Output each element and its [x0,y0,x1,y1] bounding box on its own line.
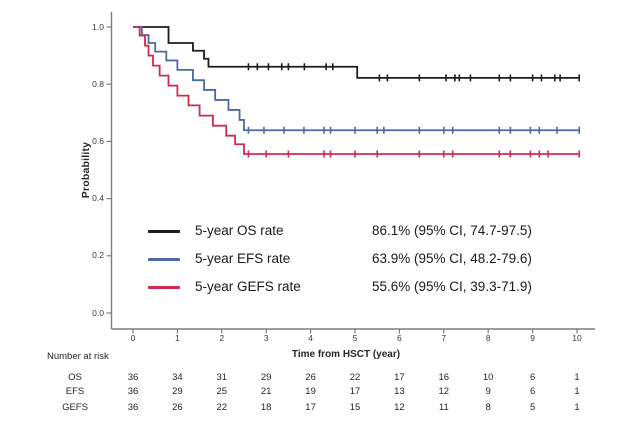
risk-cell: 31 [216,372,228,383]
risk-cell: 26 [305,372,316,383]
y-tick-label: 0.8 [92,78,104,89]
legend-label-3: 5-year GEFS rate [195,279,301,294]
x-tick-label: 5 [352,333,358,343]
risk-cell: 10 [482,372,494,383]
y-tick-label: 0.0 [92,307,104,318]
x-tick-label: 10 [572,333,582,343]
x-tick-label: 8 [485,333,491,343]
legend-label-1: 5-year OS rate [195,223,284,238]
y-tick-label: 0.6 [92,135,104,146]
risk-cell: 34 [172,372,183,383]
y-tick-label: 1.0 [92,21,104,32]
risk-table-title: Number at risk [47,351,109,362]
x-tick-label: 3 [263,333,269,343]
risk-cell: 12 [438,386,450,397]
risk-cell: 19 [305,386,316,397]
risk-row-label-efs: EFS [65,386,85,397]
risk-row-label-os: OS [68,372,82,383]
x-tick-label: 7 [441,333,447,343]
risk-cell: 21 [260,386,272,397]
risk-cell: 5 [529,402,536,413]
y-tick-label: 0.4 [92,193,104,204]
km-curve-os [133,26,580,79]
x-axis-label: Time from HSCT (year) [291,349,401,360]
risk-cell: 22 [216,402,228,413]
y-axis-label: Probability [80,141,92,199]
legend-value-2: 63.9% (95% CI, 48.2-79.6) [372,251,532,266]
risk-cell: 17 [305,402,316,413]
risk-cell: 17 [394,372,405,383]
risk-cell: 15 [349,402,361,413]
risk-cell: 13 [394,386,405,397]
risk-cell: 36 [127,372,139,383]
risk-cell: 1 [574,372,580,383]
legend-swatch-2 [148,257,180,261]
risk-cell: 36 [127,402,139,413]
risk-cell: 29 [260,372,272,383]
risk-cell: 6 [529,386,536,397]
x-tick-label: 9 [530,333,535,343]
risk-cell: 16 [438,372,450,383]
x-tick-label: 0 [130,333,136,343]
x-tick-label: 6 [397,333,402,343]
risk-cell: 1 [574,386,580,397]
legend-label-2: 5-year EFS rate [195,251,291,266]
x-tick-label: 4 [308,333,313,343]
risk-cell: 12 [394,402,405,413]
km-curve-gefs [133,26,580,155]
risk-cell: 8 [485,402,491,413]
legend-value-3: 55.6% (95% CI, 39.3-71.9) [372,279,532,294]
risk-cell: 36 [127,386,139,397]
risk-cell: 17 [349,386,361,397]
risk-cell: 11 [438,402,449,413]
legend-value-1: 86.1% (95% CI, 74.7-97.5) [372,223,532,238]
legend-swatch-1 [148,229,180,233]
y-tick-label: 0.2 [92,250,104,261]
risk-cell: 18 [260,402,272,413]
km-curve-efs [133,26,580,132]
x-tick-label: 1 [175,333,180,343]
risk-cell: 26 [172,402,183,413]
risk-cell: 25 [216,386,228,397]
risk-cell: 9 [485,386,491,397]
risk-cell: 22 [349,372,361,383]
x-tick-label: 2 [219,333,225,343]
risk-cell: 1 [574,402,580,413]
legend-swatch-3 [148,285,180,289]
risk-cell: 29 [172,386,183,397]
risk-row-label-gefs: GEFS [62,402,88,413]
risk-cell: 6 [529,372,536,383]
